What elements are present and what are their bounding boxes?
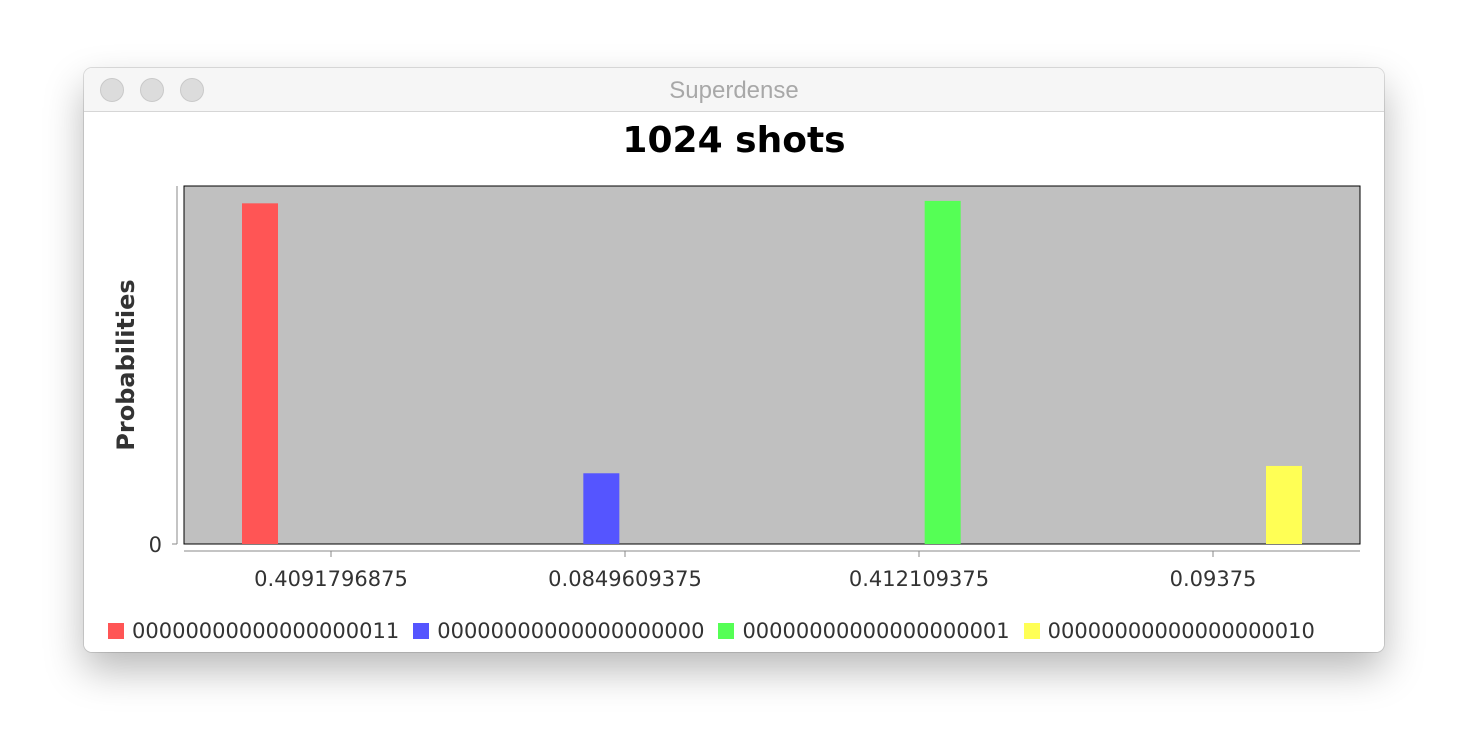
minimize-window-button[interactable] — [140, 78, 164, 102]
bar-00000000000000000010 — [1266, 465, 1302, 544]
close-window-button[interactable] — [100, 78, 124, 102]
legend-item: 00000000000000000010 — [1023, 619, 1315, 643]
bar-00000000000000000011 — [242, 203, 278, 545]
legend-label: 00000000000000000010 — [1047, 619, 1315, 643]
x-tick-label: 0.412109375 — [849, 567, 989, 591]
bar-00000000000000000000 — [583, 473, 620, 544]
legend-item: 00000000000000000001 — [718, 619, 1010, 643]
y-tick-label: 0 — [149, 533, 162, 557]
plot-area — [183, 185, 1361, 545]
legend-swatch — [413, 623, 430, 639]
title-bar: Superdense — [84, 68, 1384, 112]
chart-legend: 00000000000000000011 00000000000000000000… — [108, 616, 1329, 646]
x-tick-label: 0.4091796875 — [254, 567, 408, 591]
legend-label: 00000000000000000011 — [132, 619, 400, 643]
legend-item: 00000000000000000000 — [413, 619, 704, 643]
legend-label: 00000000000000000001 — [742, 619, 1010, 643]
window-title: Superdense — [669, 77, 799, 104]
legend-swatch — [108, 623, 124, 639]
x-tick-label: 0.0849609375 — [548, 567, 702, 591]
legend-swatch — [1023, 623, 1040, 639]
zoom-window-button[interactable] — [180, 78, 204, 102]
y-axis-label: Probabilities — [112, 279, 140, 450]
legend-swatch — [718, 623, 735, 639]
chart-title: 1024 shots — [622, 120, 845, 161]
app-window: Superdense 1024 shots Probabilities 0 0.… — [84, 68, 1384, 652]
legend-label: 00000000000000000000 — [437, 619, 705, 643]
bar-00000000000000000001 — [924, 200, 961, 544]
chart-panel: 1024 shots Probabilities 0 0.4091796875 0… — [84, 112, 1384, 652]
x-tick-label: 0.09375 — [1170, 567, 1257, 591]
bar-chart: 1024 shots Probabilities 0 0.4091796875 0… — [112, 120, 1361, 591]
legend-item: 00000000000000000011 — [108, 619, 399, 643]
